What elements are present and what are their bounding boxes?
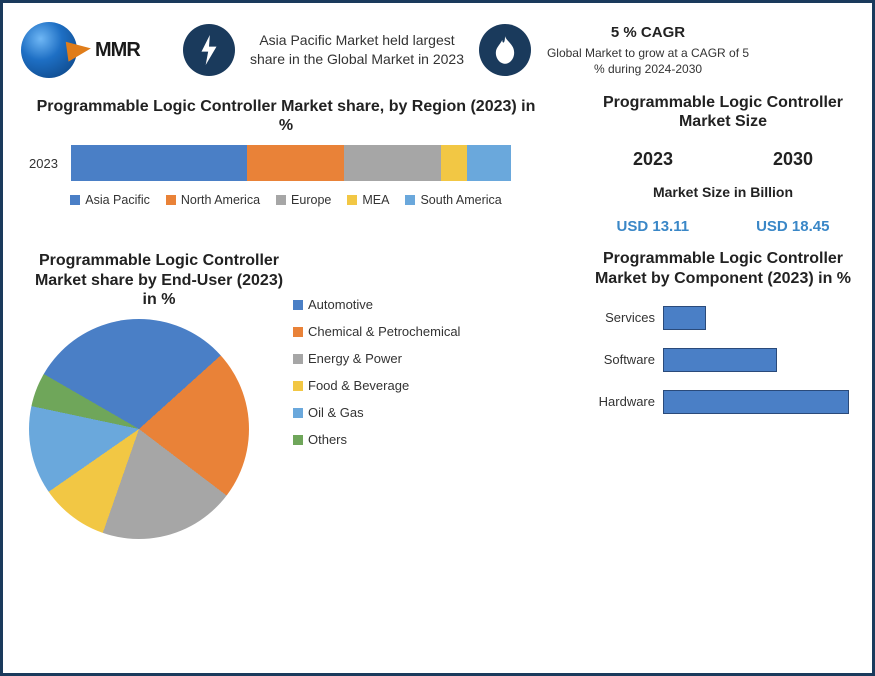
market-size-title: Programmable Logic Controller Market Siz… xyxy=(583,93,863,131)
logo-text: MMR xyxy=(95,39,140,62)
legend-item: Europe xyxy=(276,193,331,207)
stacked-bar xyxy=(71,145,511,181)
component-bar-label: Services xyxy=(583,310,663,325)
component-bar-row: Hardware xyxy=(583,390,863,414)
globe-icon xyxy=(21,22,77,78)
year-a: 2023 xyxy=(633,149,673,170)
cagr-subtitle: Global Market to grow at a CAGR of 5 % d… xyxy=(543,45,753,77)
legend-item: Food & Beverage xyxy=(293,378,460,393)
stacked-bar-row: 2023 xyxy=(29,145,543,181)
market-size-subtitle: Market Size in Billion xyxy=(583,184,863,200)
enduser-pie-panel: Programmable Logic Controller Market sha… xyxy=(21,245,551,539)
component-bars: Services Software Hardware xyxy=(583,306,863,414)
legend-item: Chemical & Petrochemical xyxy=(293,324,460,339)
infographic-frame: MMR Asia Pacific Market held largest sha… xyxy=(0,0,875,676)
legend-item: Others xyxy=(293,432,460,447)
region-share-chart: Programmable Logic Controller Market sha… xyxy=(21,93,551,235)
region-chart-title: Programmable Logic Controller Market sha… xyxy=(29,97,543,135)
region-segment xyxy=(71,145,247,181)
value-a: USD 13.11 xyxy=(617,218,690,235)
mmr-logo: MMR xyxy=(21,22,171,78)
market-size-panel: Programmable Logic Controller Market Siz… xyxy=(571,93,875,235)
header-fact-1: Asia Pacific Market held largest share i… xyxy=(247,31,467,69)
region-segment xyxy=(247,145,344,181)
content-grid: Programmable Logic Controller Market sha… xyxy=(21,93,854,539)
enduser-legend: Automotive Chemical & Petrochemical Energy… xyxy=(293,251,460,539)
component-bar-row: Software xyxy=(583,348,863,372)
stacked-bar-year: 2023 xyxy=(29,156,71,171)
enduser-pie xyxy=(29,319,249,539)
header: MMR Asia Pacific Market held largest sha… xyxy=(21,15,854,85)
legend-item: South America xyxy=(405,193,501,207)
component-bar xyxy=(663,306,706,330)
region-legend: Asia Pacific North America Europe MEA South … xyxy=(29,193,543,207)
cagr-title: 5 % CAGR xyxy=(543,23,753,43)
component-bar xyxy=(663,348,777,372)
legend-item: Oil & Gas xyxy=(293,405,460,420)
flame-icon xyxy=(479,24,531,76)
legend-item: Asia Pacific xyxy=(70,193,150,207)
component-bar-panel: Programmable Logic Controller Market by … xyxy=(571,245,875,539)
region-segment xyxy=(467,145,511,181)
component-bar xyxy=(663,390,849,414)
region-segment xyxy=(344,145,441,181)
component-chart-title: Programmable Logic Controller Market by … xyxy=(583,249,863,287)
component-bar-row: Services xyxy=(583,306,863,330)
market-size-values: USD 13.11 USD 18.45 xyxy=(583,218,863,235)
value-b: USD 18.45 xyxy=(756,218,829,235)
enduser-chart-title: Programmable Logic Controller Market sha… xyxy=(29,251,289,309)
component-bar-label: Software xyxy=(583,352,663,367)
lightning-icon xyxy=(183,24,235,76)
legend-item: Energy & Power xyxy=(293,351,460,366)
legend-item: MEA xyxy=(347,193,389,207)
legend-item: Automotive xyxy=(293,297,460,312)
region-segment xyxy=(441,145,467,181)
market-size-years: 2023 2030 xyxy=(583,149,863,170)
legend-item: North America xyxy=(166,193,260,207)
component-bar-label: Hardware xyxy=(583,394,663,409)
year-b: 2030 xyxy=(773,149,813,170)
header-cagr: 5 % CAGR Global Market to grow at a CAGR… xyxy=(543,23,753,78)
